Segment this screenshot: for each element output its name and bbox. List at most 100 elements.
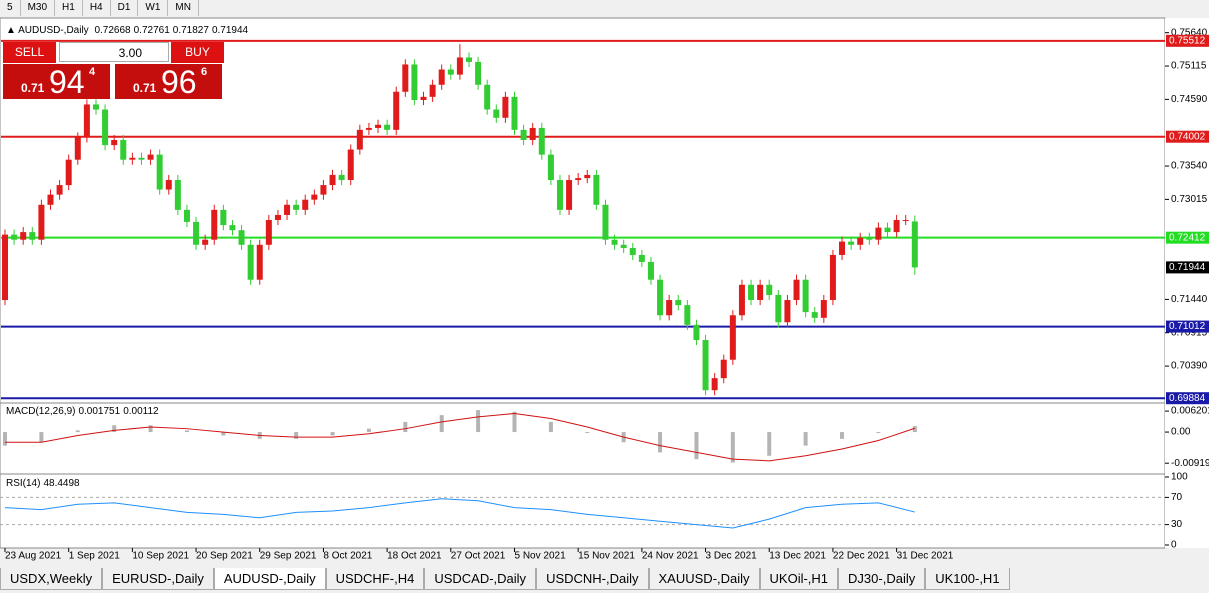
- candle-body: [183, 209, 190, 222]
- candle-body: [556, 180, 563, 210]
- candle-body: [684, 305, 691, 325]
- macd-bar: [75, 430, 80, 433]
- tab[interactable]: UK100-,H1: [925, 568, 1010, 590]
- tab[interactable]: UKOil-,H1: [759, 568, 839, 590]
- candle-body: [875, 227, 882, 240]
- candle-body: [866, 237, 873, 240]
- candle-body: [829, 254, 836, 301]
- candle-body: [165, 180, 172, 190]
- candle-body: [811, 312, 818, 318]
- candle-body: [729, 315, 736, 360]
- tab[interactable]: DJ30-,Daily: [838, 568, 926, 590]
- candle-body: [593, 174, 600, 205]
- level-label-box: [1166, 34, 1209, 47]
- x-tick-label: 20 Sep 2021: [196, 551, 253, 562]
- y-tick-label: 100: [1171, 472, 1188, 483]
- macd-bar: [803, 432, 808, 446]
- buy-price[interactable]: 0.71 96 6: [115, 64, 222, 100]
- candle-body: [147, 154, 154, 160]
- level-label-box: [1166, 231, 1209, 244]
- volume-field[interactable]: 3.00: [59, 42, 169, 62]
- x-tick-label: 24 Nov 2021: [642, 551, 699, 562]
- candle-body: [129, 157, 136, 160]
- timeframe[interactable]: 5: [0, 0, 21, 16]
- candle-body: [647, 261, 654, 280]
- tab[interactable]: USDCNH-,Daily: [536, 568, 649, 590]
- macd-bar: [330, 432, 335, 436]
- macd-bar: [512, 411, 517, 433]
- candle-body: [438, 69, 445, 85]
- y-tick-label: 0.73015: [1171, 194, 1208, 205]
- tab[interactable]: USDCAD-,Daily: [424, 568, 537, 590]
- candle-body: [393, 91, 400, 130]
- sell-button[interactable]: SELL: [3, 42, 56, 63]
- candle-body: [738, 284, 745, 316]
- macd-bar: [184, 430, 189, 433]
- candle-body: [156, 154, 163, 190]
- timeframe[interactable]: W1: [138, 0, 169, 16]
- tab[interactable]: EURUSD-,Daily: [102, 568, 214, 590]
- candle-body: [365, 127, 372, 130]
- x-tick-label: 31 Dec 2021: [897, 551, 954, 562]
- x-tick-label: 1 Sep 2021: [69, 551, 121, 562]
- tab[interactable]: USDX,Weekly: [0, 568, 103, 590]
- x-tick-label: 13 Dec 2021: [769, 551, 826, 562]
- timeframe[interactable]: D1: [111, 0, 139, 16]
- macd-bar: [148, 425, 153, 433]
- candle-body: [893, 220, 900, 233]
- level-label-box: [1166, 392, 1209, 405]
- macd-bar: [221, 432, 226, 436]
- candle-body: [456, 57, 463, 75]
- price-pip: 6: [201, 66, 208, 78]
- level-label: 0.69884: [1169, 393, 1206, 404]
- x-tick-label: 5 Nov 2021: [514, 551, 566, 562]
- candle-body: [766, 284, 773, 295]
- timeframe[interactable]: H1: [55, 0, 83, 16]
- x-tick-label: 22 Dec 2021: [833, 551, 890, 562]
- candle-body: [211, 209, 218, 240]
- candle-body: [484, 84, 491, 110]
- macd-value: 0.001751: [78, 406, 120, 417]
- chart: ▲ AUDUSD-,Daily 0.72668 0.72761 0.71827 0.7…: [0, 17, 1209, 562]
- timeframe[interactable]: M30: [21, 0, 56, 16]
- macd-bar: [476, 410, 481, 433]
- candle-body: [502, 96, 509, 118]
- candle-body: [748, 284, 755, 301]
- buy-button[interactable]: BUY: [171, 42, 224, 63]
- price-axis: [1165, 18, 1209, 548]
- y-tick-label: 70: [1171, 492, 1183, 503]
- macd-bar: [585, 432, 590, 434]
- candle-body: [575, 178, 582, 181]
- sell-price[interactable]: 0.71 94 4: [3, 64, 110, 100]
- candle-body: [293, 204, 300, 210]
- x-tick-label: 18 Oct 2021: [387, 551, 442, 562]
- candle-body: [657, 279, 664, 316]
- candle-body: [884, 227, 891, 233]
- candle-body: [138, 157, 145, 160]
- candle-body: [693, 324, 700, 341]
- candle-body: [466, 57, 473, 62]
- price-big: 96: [161, 64, 197, 100]
- timeframe[interactable]: H4: [83, 0, 111, 16]
- rsi-value: 48.4498: [43, 478, 80, 489]
- y-tick-label: 0.00: [1171, 427, 1191, 438]
- candle-body: [793, 279, 800, 301]
- candle-body: [238, 230, 245, 245]
- candle-body: [120, 140, 127, 160]
- signal-line: [5, 412, 915, 462]
- candle-body: [784, 300, 791, 323]
- chart-frame: [0, 17, 1166, 549]
- candle-body: [475, 61, 482, 85]
- y-tick-label: 0.74590: [1171, 94, 1208, 105]
- tab[interactable]: AUDUSD-,Daily: [213, 568, 326, 590]
- open: 0.72668: [94, 25, 131, 36]
- candle-body: [111, 140, 118, 146]
- tab[interactable]: USDCHF-,H4: [325, 568, 425, 590]
- tab[interactable]: XAUUSD-,Daily: [648, 568, 760, 590]
- timeframe[interactable]: MN: [168, 0, 199, 16]
- macd-header: MACD(12,26,9) 0.001751 0.00112: [6, 406, 159, 417]
- candle-body: [520, 129, 527, 141]
- x-tick-label: 29 Sep 2021: [260, 551, 317, 562]
- signal-value: 0.00112: [123, 406, 159, 417]
